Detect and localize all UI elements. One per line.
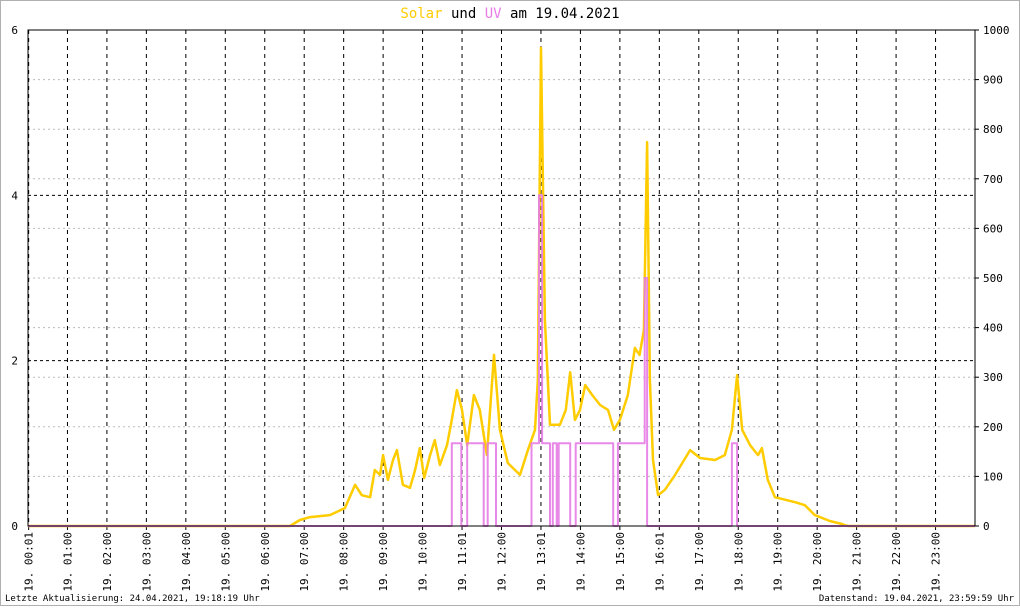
title-solar: Solar (400, 6, 442, 22)
x-tick-label: 19. 23:00 (930, 532, 943, 592)
x-tick-label: 19. 15:00 (614, 532, 627, 592)
x-tick-label: 19. 06:00 (259, 532, 272, 592)
footer-left: Letzte Aktualisierung: 24.04.2021, 19:18… (5, 594, 260, 604)
x-tick-label: 19. 03:00 (140, 532, 153, 592)
x-tick-label: 19. 20:00 (811, 532, 824, 592)
title-part: und (451, 6, 476, 22)
x-tick-label: 19. 01:00 (61, 532, 74, 592)
y2-tick-label: 700 (983, 173, 1003, 186)
series-line (28, 194, 975, 527)
x-tick-label: 19. 13:01 (535, 532, 548, 592)
y-tick-label: 0 (11, 520, 18, 533)
x-tick-label: 19. 09:00 (377, 532, 390, 592)
y2-tick-label: 200 (983, 421, 1003, 434)
x-tick-label: 19. 14:00 (574, 532, 587, 592)
x-tick-label: 19. 18:00 (732, 532, 745, 592)
x-tick-label: 19. 02:00 (101, 532, 114, 592)
x-tick-label: 19. 11:01 (456, 532, 469, 592)
x-tick-label: 19. 04:00 (180, 532, 193, 592)
y2-tick-label: 500 (983, 272, 1003, 285)
x-tick-label: 19. 22:00 (890, 532, 903, 592)
y-tick-label: 4 (11, 189, 18, 202)
y2-tick-label: 100 (983, 470, 1003, 483)
series-line (28, 46, 975, 528)
y2-tick-label: 0 (983, 520, 990, 533)
x-tick-label: 19. 08:00 (338, 532, 351, 592)
y-tick-label: 2 (11, 355, 18, 368)
y2-tick-label: 400 (983, 322, 1003, 335)
x-tick-label: 19. 07:00 (298, 532, 311, 592)
labels: 0 100 200 300 400 500 600 700 800 900 1000 0 2 4 6 19. … (11, 24, 1009, 592)
y2-tick-label: 1000 (983, 24, 1010, 37)
y-tick-label: 6 (11, 24, 18, 37)
x-tick-label: 19. 19:00 (772, 532, 785, 592)
chart-title: Solar und UV am 19.04.2021 (400, 6, 619, 22)
title-uv: UV (485, 6, 502, 22)
title-part: am 19.04.2021 (510, 6, 620, 22)
y2-tick-label: 800 (983, 123, 1003, 136)
footer-right: Datenstand: 19.04.2021, 23:59:59 Uhr (819, 594, 1015, 604)
x-tick-label: 19. 21:00 (851, 532, 864, 592)
y2-tick-label: 900 (983, 74, 1003, 87)
x-tick-label: 19. 12:00 (496, 532, 509, 592)
x-tick-label: 19. 00:01 (23, 532, 36, 592)
y2-tick-label: 300 (983, 371, 1003, 384)
x-tick-label: 19. 17:00 (693, 532, 706, 592)
lines (28, 46, 975, 528)
x-tick-label: 19. 10:00 (417, 532, 430, 592)
plot-border (27, 29, 976, 527)
x-tick-label: 19. 05:00 (219, 532, 232, 592)
x-tick-label: 19. 16:01 (653, 532, 666, 592)
y2-tick-label: 600 (983, 222, 1003, 235)
